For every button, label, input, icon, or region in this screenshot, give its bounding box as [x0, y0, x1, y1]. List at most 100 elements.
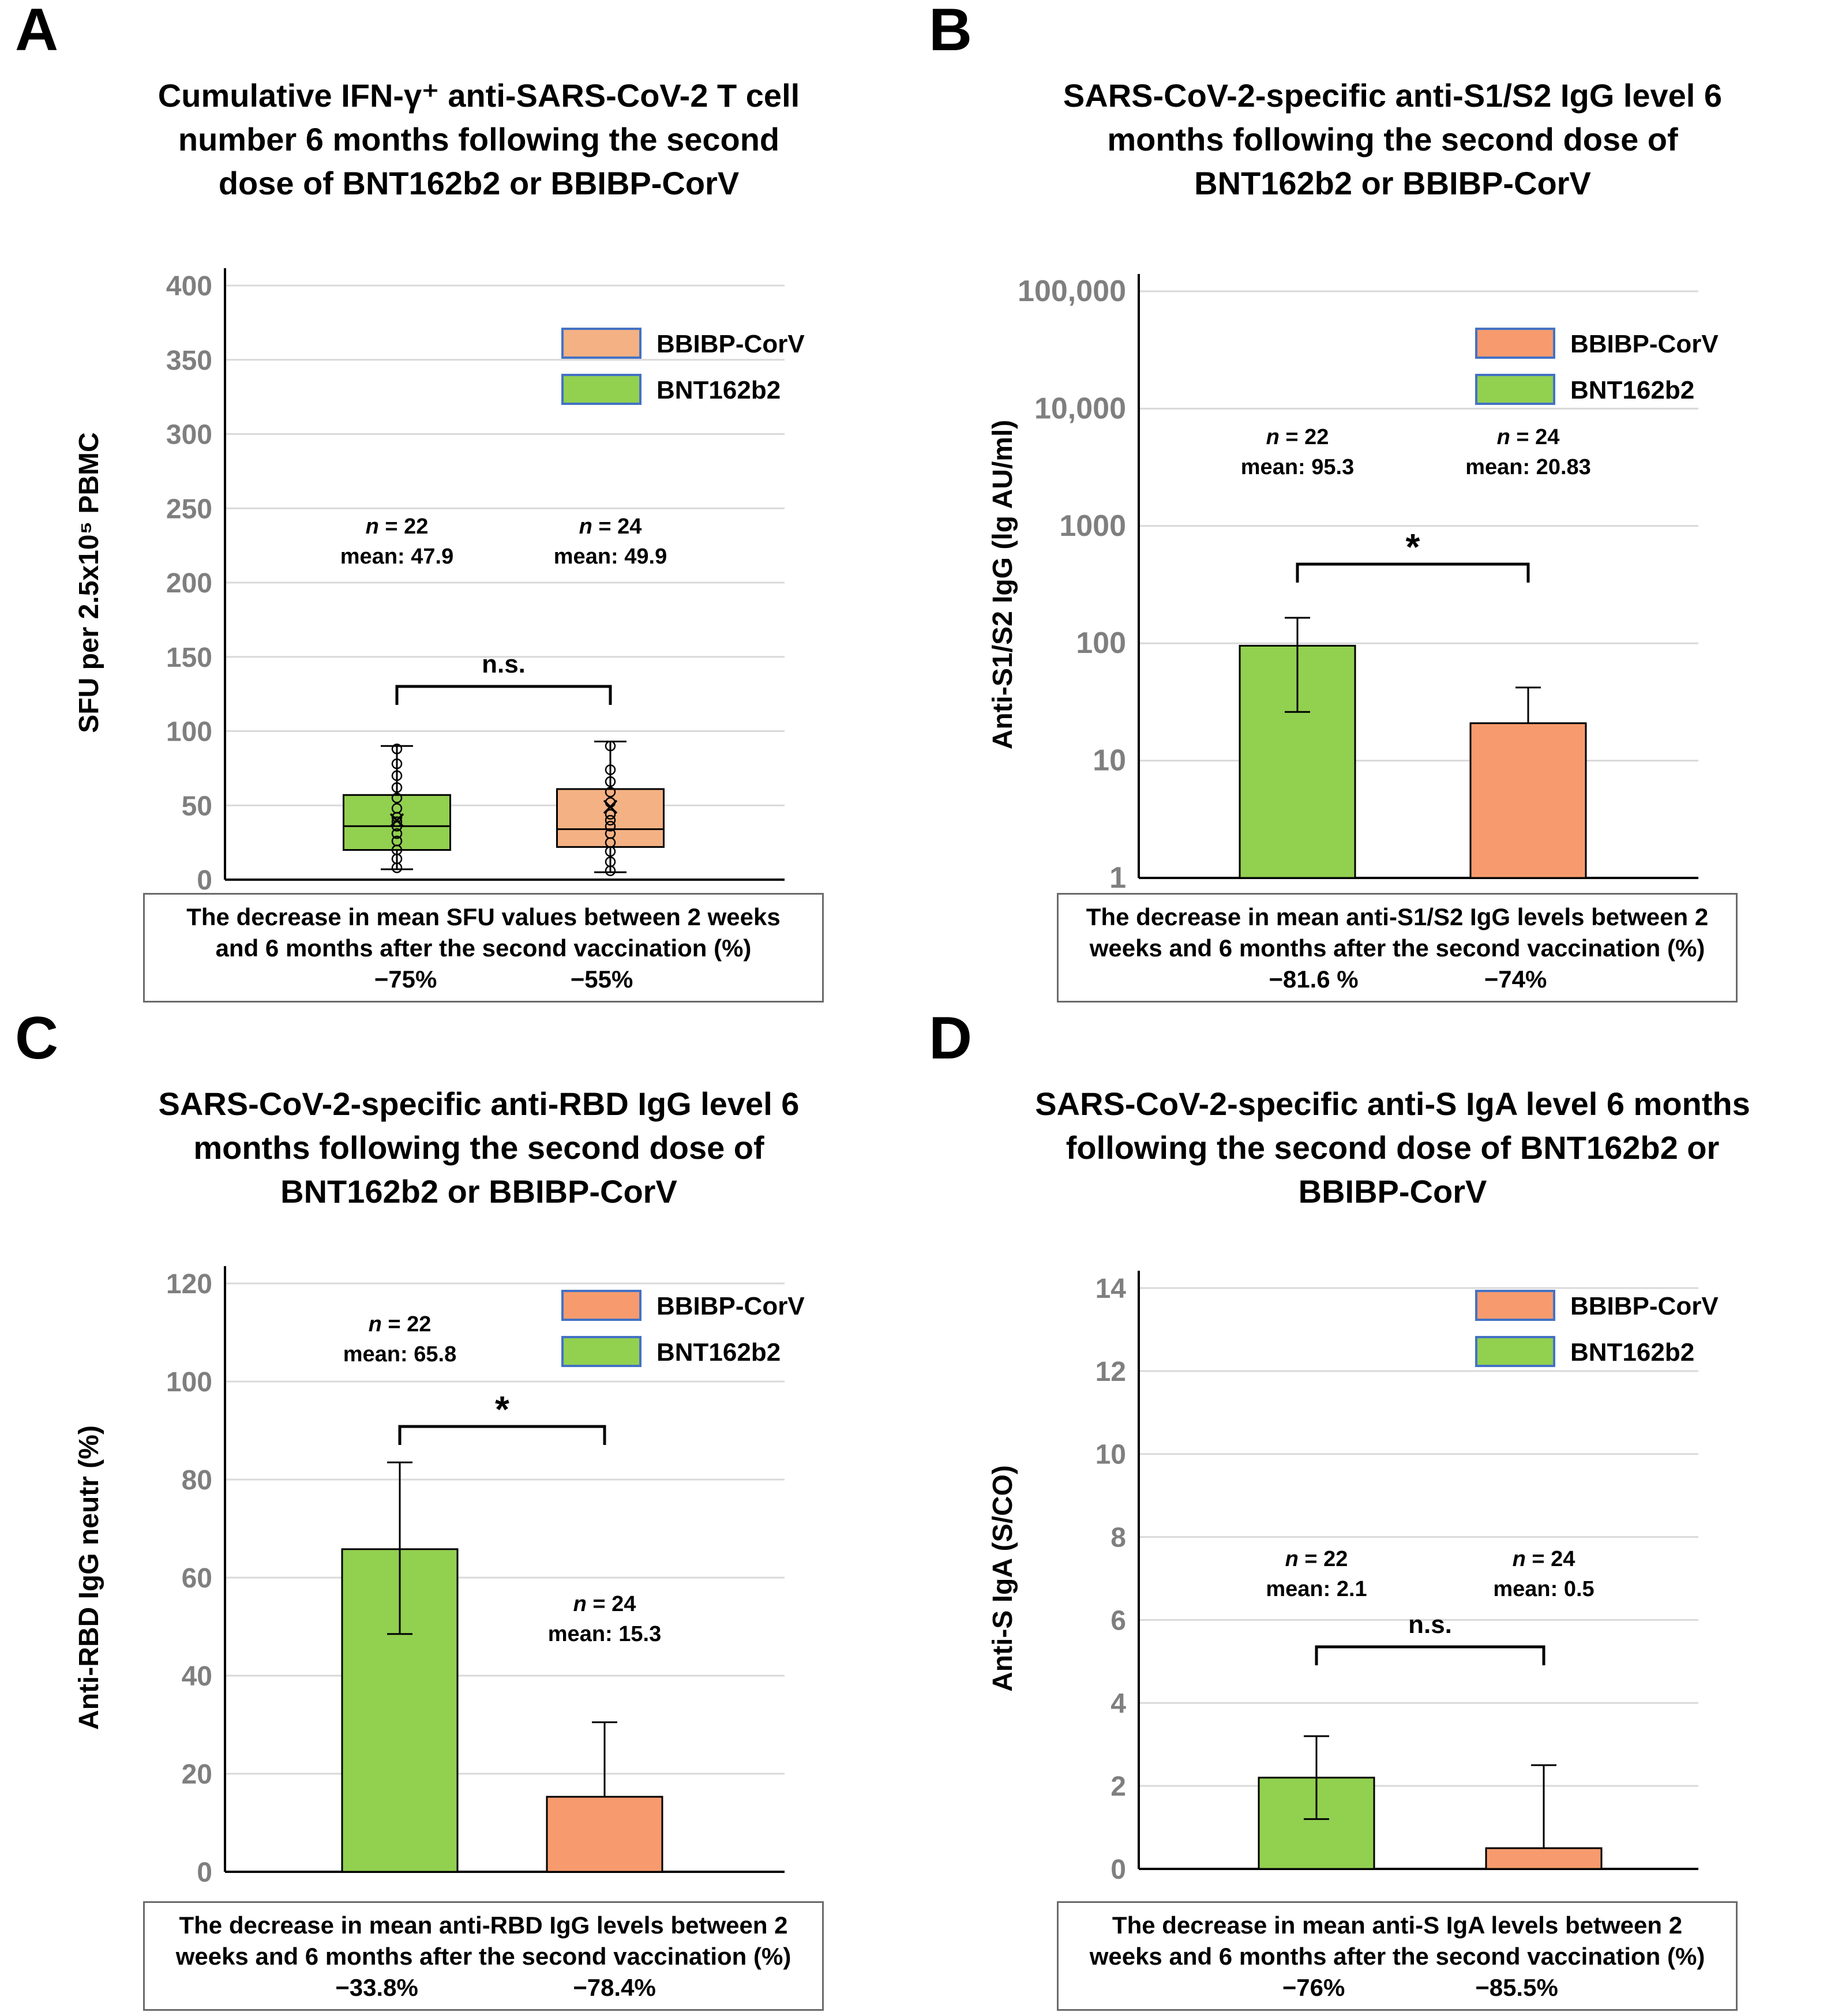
legend-label: BBIBP-CorV: [1570, 1292, 1719, 1320]
title-line: SARS-CoV-2-specific anti-RBD IgG level 6: [158, 1086, 800, 1122]
mean-annotation: mean: 2.1: [1266, 1577, 1367, 1601]
footnote-value-bnt: −75%: [374, 966, 437, 993]
data-point: [605, 828, 616, 839]
legend-swatch: [561, 1290, 641, 1321]
legend-label: BNT162b2: [656, 1338, 781, 1366]
legend-label: BBIBP-CorV: [656, 330, 805, 358]
data-point: [391, 803, 403, 814]
y-tick-label: 8: [1111, 1523, 1126, 1553]
chart-title: SARS-CoV-2-specific anti-S IgA level 6 m…: [1018, 1082, 1768, 1214]
data-point: [605, 776, 616, 787]
y-axis-label: Anti-S IgA (S/CO): [988, 1465, 1018, 1692]
significance-bracket: [395, 685, 612, 705]
title-line: BNT162b2 or BBIBP-CorV: [280, 1173, 677, 1210]
bar: [1485, 1847, 1603, 1870]
y-tick-label: 400: [166, 271, 212, 302]
mean-annotation: mean: 0.5: [1493, 1577, 1594, 1601]
footnote-box: The decrease in mean SFU values between …: [143, 893, 824, 1003]
n-annotation: n = 24: [1513, 1547, 1575, 1571]
footnote-line: The decrease in mean anti-S IgA levels b…: [1112, 1912, 1683, 1939]
chart-plot: 0 20 40 60 80 100 120 Anti-RBD IgG neutr (%) BBI…: [74, 1266, 805, 1888]
significance-label: n.s.: [1408, 1610, 1452, 1639]
data-point: [391, 793, 403, 804]
y-tick-label: 2: [1111, 1771, 1126, 1802]
mean-annotation: mean: 15.3: [548, 1622, 661, 1646]
significance-bracket: [1315, 1645, 1545, 1665]
legend-swatch: [1475, 328, 1555, 359]
y-tick-label: 10: [1096, 1440, 1126, 1470]
n-annotation: n = 22: [369, 1312, 432, 1337]
mean-marker: [389, 813, 404, 828]
panel-letter: C: [15, 1005, 59, 1072]
mean-annotation: mean: 95.3: [1241, 455, 1354, 479]
legend-label: BBIBP-CorV: [1570, 330, 1719, 358]
y-tick-label: 40: [182, 1661, 212, 1692]
significance-label: n.s.: [482, 650, 526, 678]
data-point: [605, 821, 616, 832]
legend-label: BNT162b2: [1570, 376, 1694, 404]
y-tick-label: 100,000: [1018, 275, 1126, 308]
y-axis-label: SFU per 2.5x10⁵ PBMC: [74, 432, 104, 733]
data-point: [605, 856, 616, 868]
y-tick-label: 250: [166, 494, 212, 524]
mean-annotation: mean: 49.9: [554, 545, 667, 569]
legend-swatch: [561, 374, 641, 405]
title-line: SARS-CoV-2-specific anti-S IgA level 6 m…: [1035, 1086, 1750, 1122]
footnote-line: The decrease in mean SFU values between …: [186, 903, 781, 930]
y-tick-label: 350: [166, 346, 212, 376]
y-tick-label: 1000: [1059, 509, 1126, 543]
footnote-value-bnt: −33.8%: [335, 1974, 418, 2001]
significance-label: *: [1406, 526, 1420, 568]
panel-d: D SARS-CoV-2-specific anti-S IgA level 6…: [914, 1008, 1827, 2016]
n-annotation: n = 22: [1266, 425, 1329, 449]
legend-swatch: [1475, 374, 1555, 405]
legend-swatch: [1475, 1336, 1555, 1367]
y-tick-label: 0: [197, 865, 212, 892]
y-tick-label: 50: [182, 791, 212, 821]
footnote-value-bnt: −76%: [1282, 1974, 1345, 2001]
legend-swatch: [561, 328, 641, 359]
y-tick-label: 100: [1076, 626, 1126, 660]
data-point: [605, 786, 616, 798]
footnote-value-bbibp: −78.4%: [573, 1974, 656, 2001]
footnote-value-bbibp: −74%: [1484, 966, 1547, 993]
footnote-line: weeks and 6 months after the second vacc…: [1089, 934, 1705, 962]
mean-annotation: mean: 47.9: [340, 545, 453, 569]
y-tick-label: 1: [1109, 861, 1126, 892]
n-annotation: n = 24: [1497, 425, 1560, 449]
legend-label: BBIBP-CorV: [656, 1292, 805, 1320]
footnote-line: weeks and 6 months after the second vacc…: [1089, 1943, 1705, 1970]
data-point: [391, 782, 403, 793]
y-tick-label: 10: [1093, 744, 1126, 778]
data-point: [391, 828, 403, 839]
significance-bracket: [398, 1425, 606, 1445]
data-point: [391, 835, 403, 847]
bar: [546, 1796, 663, 1873]
footnote-line: and 6 months after the second vaccinatio…: [215, 934, 752, 962]
y-tick-label: 100: [166, 1367, 212, 1398]
footnote-line: The decrease in mean anti-S1/S2 IgG leve…: [1086, 903, 1709, 930]
data-point: [391, 816, 403, 827]
bar: [1469, 722, 1587, 879]
y-tick-label: 10,000: [1034, 392, 1126, 425]
panel-letter: B: [929, 0, 973, 63]
footnote-value-bnt: −81.6 %: [1269, 966, 1359, 993]
y-tick-label: 80: [182, 1465, 212, 1496]
footnote-value-bbibp: −85.5%: [1475, 1974, 1558, 2001]
legend-swatch: [561, 1336, 641, 1367]
footnote-box: The decrease in mean anti-S IgA levels b…: [1057, 1901, 1738, 2011]
footnote-box: The decrease in mean anti-RBD IgG levels…: [143, 1901, 824, 2011]
y-tick-label: 20: [182, 1759, 212, 1790]
title-line: number 6 months following the second: [178, 121, 780, 157]
title-line: Cumulative IFN-γ⁺ anti-SARS-CoV-2 T cell: [157, 77, 800, 114]
y-axis-label: Anti-S1/S2 IgG (lg AU/ml): [988, 420, 1018, 750]
y-tick-label: 14: [1096, 1274, 1127, 1304]
footnote-box: The decrease in mean anti-S1/S2 IgG leve…: [1057, 893, 1738, 1003]
y-tick-label: 150: [166, 643, 212, 673]
legend-label: BNT162b2: [1570, 1338, 1694, 1366]
footnote-value-bbibp: −55%: [570, 966, 633, 993]
footnote-line: The decrease in mean anti-RBD IgG levels…: [179, 1912, 788, 1939]
title-line: months following the second dose of: [1107, 121, 1678, 157]
n-annotation: n = 22: [1285, 1547, 1348, 1571]
y-tick-label: 4: [1111, 1688, 1126, 1719]
